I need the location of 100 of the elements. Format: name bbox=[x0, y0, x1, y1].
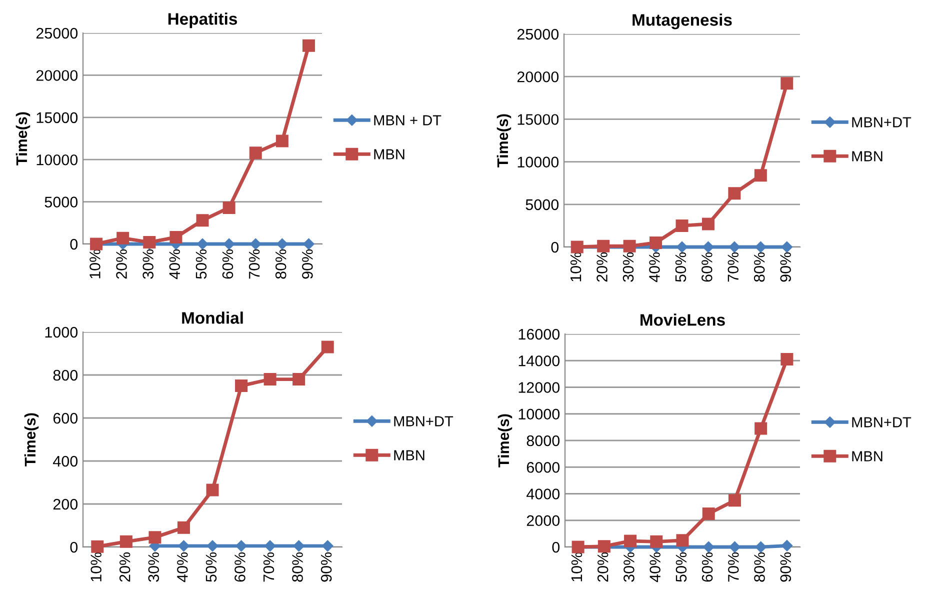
chart-title: Mutagenesis bbox=[632, 14, 732, 30]
x-tick-label: 10% bbox=[571, 552, 582, 582]
point bbox=[293, 540, 304, 552]
point bbox=[728, 187, 741, 200]
legend-label: MBN bbox=[394, 450, 424, 460]
point bbox=[250, 238, 262, 250]
y-tick-label: 800 bbox=[53, 370, 78, 381]
chart-title: Mondial bbox=[182, 312, 243, 324]
y-tick-label: 5000 bbox=[44, 196, 78, 208]
x-tick-label: 20% bbox=[119, 552, 130, 582]
x-tick-label: 60% bbox=[222, 249, 234, 279]
x-tick-label: 70% bbox=[728, 252, 739, 282]
y-tick-label: 16000 bbox=[518, 328, 560, 340]
y-tick-label: 0 bbox=[552, 542, 560, 553]
point bbox=[91, 540, 104, 553]
point bbox=[702, 218, 714, 230]
point bbox=[148, 531, 162, 544]
point bbox=[755, 241, 766, 253]
x-tick-label: 20% bbox=[597, 552, 608, 582]
point bbox=[196, 214, 209, 227]
point bbox=[702, 241, 714, 253]
y-axis-title: Time(s) bbox=[24, 413, 39, 466]
y-tick-label: 0 bbox=[551, 242, 559, 253]
chart-title: MovieLens bbox=[640, 314, 725, 326]
x-tick-label: 40% bbox=[650, 552, 660, 582]
x-tick-label: 30% bbox=[624, 552, 634, 582]
x-tick-label: 80% bbox=[275, 249, 286, 279]
x-tick-label: 10% bbox=[90, 552, 102, 582]
x-tick-label: 60% bbox=[702, 252, 712, 282]
x-tick-label: 20% bbox=[596, 252, 608, 282]
y-tick-label: 20000 bbox=[517, 71, 559, 82]
point bbox=[703, 541, 714, 553]
x-tick-label: 80% bbox=[754, 252, 765, 282]
point bbox=[781, 540, 793, 552]
point bbox=[650, 535, 663, 548]
y-tick-label: 6000 bbox=[526, 462, 560, 473]
point bbox=[249, 146, 262, 160]
x-tick-label: 60% bbox=[702, 552, 713, 582]
y-axis-title: Time(s) bbox=[16, 112, 30, 166]
point bbox=[177, 521, 190, 534]
point bbox=[196, 238, 208, 250]
x-tick-label: 50% bbox=[206, 552, 217, 582]
x-tick-label: 30% bbox=[622, 252, 634, 282]
legend-label: MBN bbox=[852, 151, 882, 162]
y-tick-label: 10000 bbox=[36, 154, 78, 166]
x-tick-label: 20% bbox=[116, 249, 127, 279]
y-tick-label: 25000 bbox=[517, 28, 559, 40]
point bbox=[276, 134, 288, 148]
y-tick-label: 4000 bbox=[526, 488, 560, 500]
y-tick-label: 200 bbox=[53, 498, 78, 510]
point bbox=[222, 201, 236, 214]
point bbox=[170, 231, 182, 244]
y-axis-title: Time(s) bbox=[496, 114, 512, 168]
x-tick-label: 90% bbox=[780, 252, 791, 282]
point bbox=[302, 39, 315, 52]
legend-label: MBN+DT bbox=[852, 417, 912, 428]
y-tick-label: 600 bbox=[53, 412, 78, 424]
point bbox=[303, 238, 314, 250]
y-tick-label: 25000 bbox=[36, 28, 78, 39]
point bbox=[676, 241, 688, 253]
point bbox=[264, 373, 276, 386]
legend-label: MBN+DT bbox=[852, 117, 912, 128]
x-tick-label: 80% bbox=[754, 552, 765, 582]
point bbox=[276, 238, 288, 250]
point bbox=[322, 540, 334, 552]
x-tick-label: 70% bbox=[728, 552, 739, 582]
point bbox=[676, 534, 689, 547]
y-tick-label: 12000 bbox=[518, 382, 560, 393]
y-tick-label: 5000 bbox=[526, 199, 559, 210]
point bbox=[728, 241, 740, 253]
point bbox=[206, 540, 218, 552]
point bbox=[264, 540, 276, 552]
point bbox=[728, 494, 741, 507]
y-tick-label: 0 bbox=[70, 238, 78, 250]
x-tick-label: 90% bbox=[302, 249, 313, 279]
legend-label: MBN+DT bbox=[394, 416, 454, 426]
y-axis-title: Time(s) bbox=[498, 414, 512, 468]
point bbox=[780, 353, 794, 366]
point bbox=[116, 232, 130, 244]
x-tick-label: 50% bbox=[676, 552, 687, 582]
point bbox=[235, 380, 248, 392]
x-tick-label: 70% bbox=[248, 249, 260, 279]
point bbox=[702, 507, 715, 520]
legend-label: MBN + DT bbox=[374, 115, 442, 126]
x-tick-label: 60% bbox=[234, 552, 246, 582]
x-tick-label: 50% bbox=[675, 252, 686, 282]
point bbox=[729, 541, 740, 553]
y-tick-label: 400 bbox=[53, 456, 78, 467]
point bbox=[321, 340, 334, 354]
y-tick-label: 20000 bbox=[36, 70, 78, 81]
x-tick-label: 50% bbox=[196, 249, 207, 279]
x-tick-label: 40% bbox=[649, 252, 660, 282]
y-tick-label: 15000 bbox=[36, 112, 78, 124]
x-tick-label: 80% bbox=[292, 552, 303, 582]
x-tick-label: 10% bbox=[570, 252, 582, 282]
point bbox=[650, 236, 662, 249]
point bbox=[120, 535, 132, 548]
x-tick-label: 30% bbox=[148, 552, 160, 582]
point bbox=[676, 219, 688, 232]
y-tick-label: 0 bbox=[70, 542, 78, 553]
